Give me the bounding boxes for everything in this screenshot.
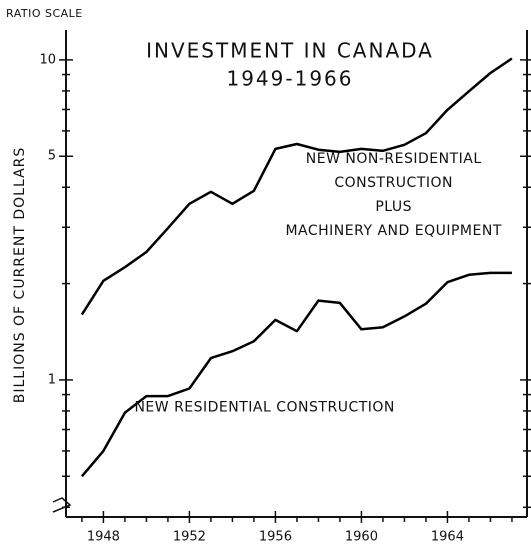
chart-title: INVESTMENT IN CANADA (146, 39, 434, 63)
scale-note: RATIO SCALE (6, 7, 83, 20)
annotation: PLUS (375, 199, 412, 215)
series-line (80, 57, 513, 316)
annotation: CONSTRUCTION (334, 175, 453, 191)
axis-break (52, 497, 72, 513)
x-tick-label: 1960 (345, 530, 378, 545)
x-tick-label: 1948 (87, 530, 120, 545)
x-tick-label: 1964 (431, 530, 464, 545)
annotation: MACHINERY AND EQUIPMENT (285, 223, 501, 239)
annotation: NEW NON-RESIDENTIAL (306, 151, 482, 167)
y-tick-label: 10 (39, 52, 56, 67)
series-line (80, 271, 512, 478)
x-tick-label: 1956 (259, 530, 292, 545)
chart-subtitle: 1949-1966 (226, 67, 353, 91)
x-tick-label: 1952 (173, 530, 206, 545)
y-tick-label: 1 (48, 372, 56, 387)
y-axis-label: BILLIONS OF CURRENT DOLLARS (12, 147, 28, 404)
y-tick-label: 5 (48, 149, 56, 164)
annotation: NEW RESIDENTIAL CONSTRUCTION (134, 400, 394, 416)
